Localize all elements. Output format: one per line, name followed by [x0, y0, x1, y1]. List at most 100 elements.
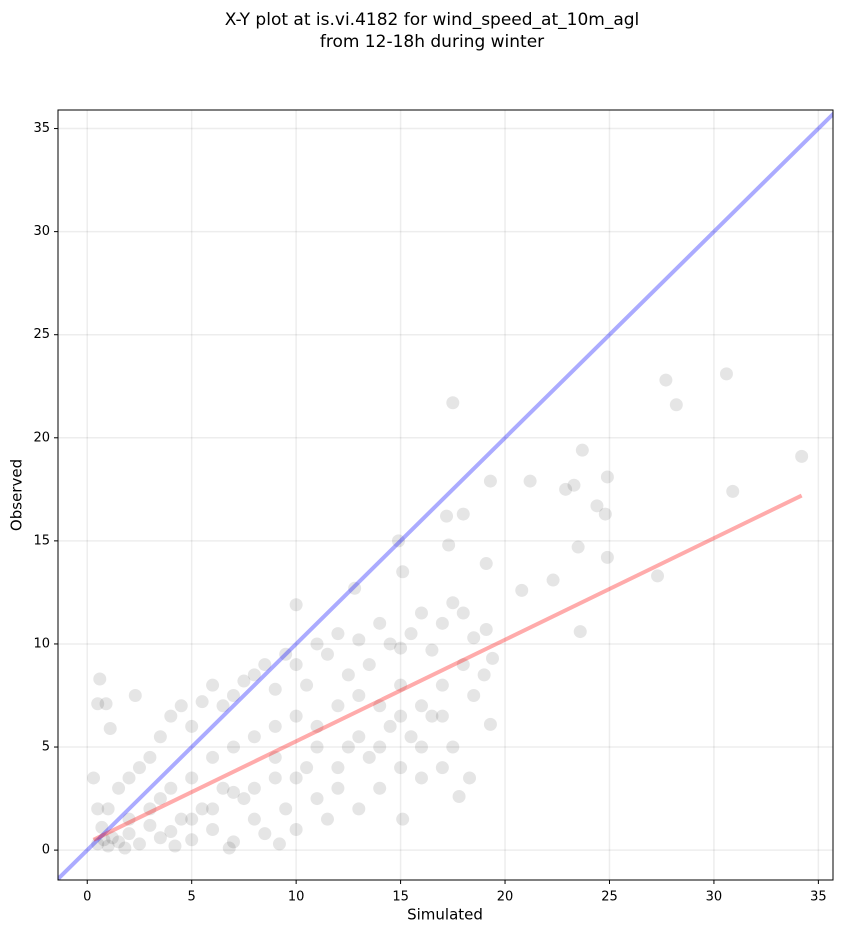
scatter-point: [143, 750, 157, 764]
scatter-point: [99, 697, 113, 711]
scatter-point: [153, 831, 167, 845]
scatter-point: [206, 750, 220, 764]
x-tick-label: 20: [497, 890, 514, 905]
scatter-point: [132, 837, 146, 851]
scatter-point: [112, 781, 126, 795]
scatter-point: [567, 478, 581, 492]
scatter-point: [396, 565, 410, 579]
scatter-point: [600, 470, 614, 484]
scatter-point: [414, 771, 428, 785]
scatter-point: [373, 781, 387, 795]
scatter-point: [122, 812, 136, 826]
scatter-point: [185, 833, 199, 847]
scatter-point: [91, 802, 105, 816]
scatter-point: [391, 534, 405, 548]
scatter-point: [101, 802, 115, 816]
scatter-point: [456, 658, 470, 672]
scatter-point: [87, 771, 101, 785]
x-tick-label: 30: [706, 890, 723, 905]
scatter-point: [352, 802, 366, 816]
scatter-point: [479, 623, 493, 637]
scatter-point: [456, 606, 470, 620]
scatter-point: [331, 699, 345, 713]
scatter-point: [331, 781, 345, 795]
scatter-point: [414, 699, 428, 713]
scatter-point: [331, 761, 345, 775]
scatter-point: [103, 721, 117, 735]
scatter-point: [226, 785, 240, 799]
scatter-point: [486, 651, 500, 665]
scatter-point: [216, 781, 230, 795]
scatter-point: [268, 771, 282, 785]
scatter-point: [216, 699, 230, 713]
y-tick-label: 20: [33, 430, 50, 445]
scatter-point: [571, 540, 585, 554]
scatter-point: [206, 678, 220, 692]
scatter-point: [122, 771, 136, 785]
scatter-point: [97, 833, 111, 847]
scatter-point: [93, 672, 107, 686]
scatter-point: [467, 688, 481, 702]
x-tick-label: 15: [392, 890, 409, 905]
scatter-point: [289, 771, 303, 785]
scatter-point: [195, 802, 209, 816]
x-tick-label: 25: [601, 890, 618, 905]
x-tick-label: 10: [288, 890, 305, 905]
scatter-point: [467, 631, 481, 645]
scatter-point: [446, 396, 460, 410]
scatter-point: [174, 812, 188, 826]
scatter-point: [101, 839, 115, 853]
scatter-point: [206, 802, 220, 816]
scatter-point: [310, 740, 324, 754]
scatter-point: [289, 658, 303, 672]
scatter-point: [331, 627, 345, 641]
scatter-point: [559, 482, 573, 496]
scatter-point: [659, 373, 673, 387]
scatter-point: [352, 730, 366, 744]
scatter-point: [404, 627, 418, 641]
y-axis-label: Observed: [8, 459, 26, 531]
scatter-point: [310, 792, 324, 806]
scatter-point: [247, 668, 261, 682]
plot-frame: [57, 109, 834, 881]
scatter-point: [132, 761, 146, 775]
scatter-point: [651, 569, 665, 583]
scatter-point: [590, 499, 604, 513]
y-tick-label: 25: [33, 327, 50, 342]
x-tick-label: 5: [188, 890, 196, 905]
scatter-point: [185, 812, 199, 826]
scatter-point: [435, 616, 449, 630]
scatter-point: [143, 802, 157, 816]
scatter-point: [546, 573, 560, 587]
scatter-point: [91, 837, 105, 851]
scatter-point: [383, 719, 397, 733]
scatter-point: [258, 658, 272, 672]
scatter-point: [452, 790, 466, 804]
scatter-point: [477, 668, 491, 682]
scatter-point: [185, 719, 199, 733]
scatter-point: [310, 637, 324, 651]
scatter-point: [463, 771, 477, 785]
scatter-point: [719, 367, 733, 381]
y-tick-label: 0: [42, 843, 50, 858]
scatter-point: [523, 474, 537, 488]
scatter-point: [258, 827, 272, 841]
scatter-point: [310, 719, 324, 733]
scatter-point: [442, 538, 456, 552]
scatter-point: [95, 820, 109, 834]
scatter-point: [479, 557, 493, 571]
scatter-point: [168, 839, 182, 853]
scatter-point: [222, 841, 236, 855]
scatter-point: [153, 792, 167, 806]
scatter-point: [279, 802, 293, 816]
scatter-point: [237, 674, 251, 688]
scatter-point: [404, 730, 418, 744]
scatter-point: [320, 647, 334, 661]
scatter-point: [435, 678, 449, 692]
scatter-point: [143, 818, 157, 832]
scatter-point: [268, 719, 282, 733]
scatter-point: [226, 835, 240, 849]
scatter-point: [226, 688, 240, 702]
scatter-point: [373, 699, 387, 713]
scatter-point: [320, 812, 334, 826]
